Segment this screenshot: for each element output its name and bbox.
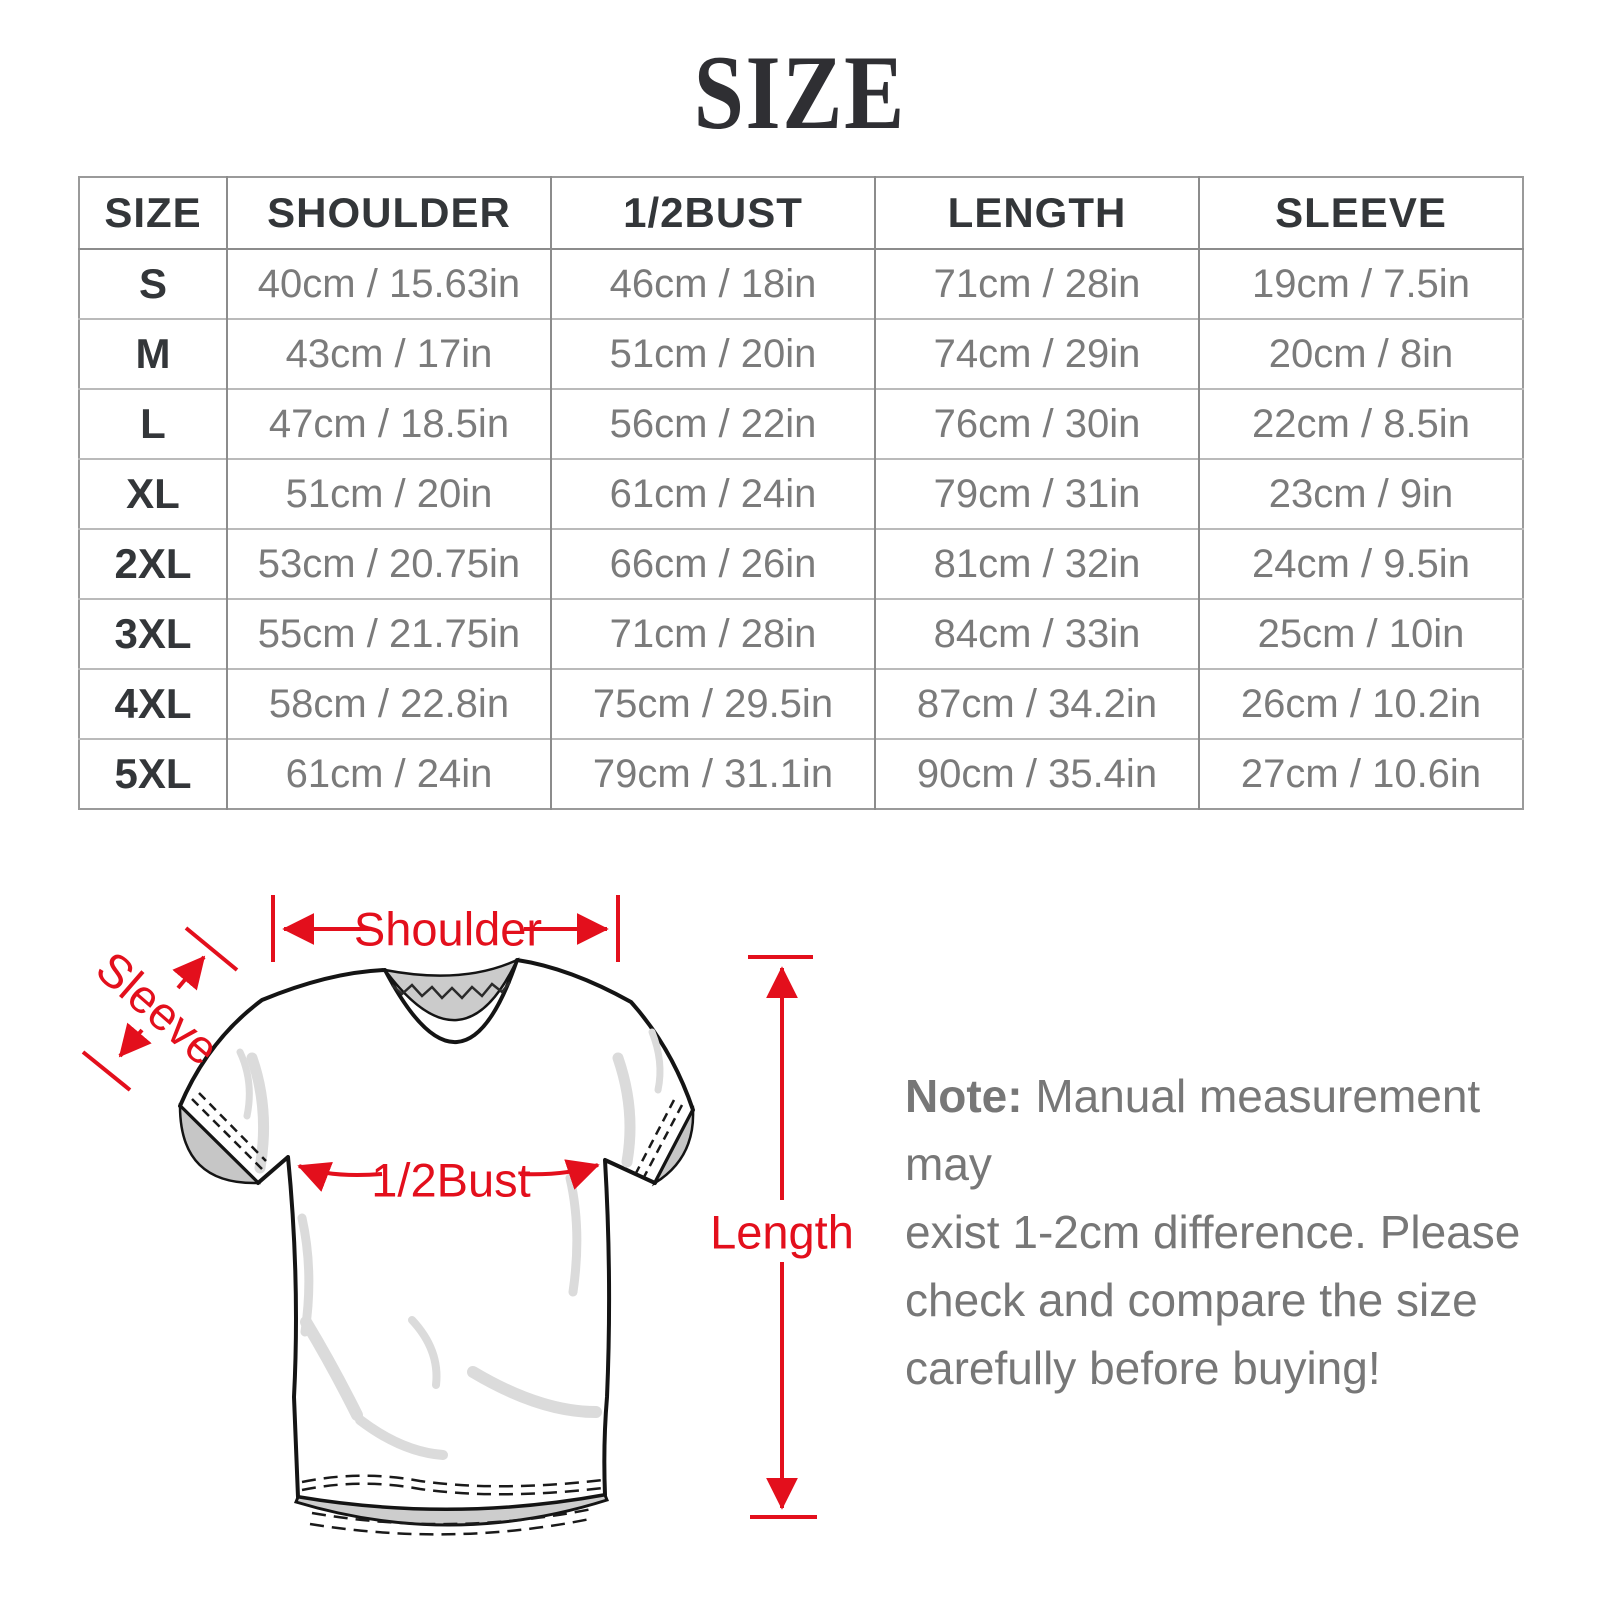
length-label: Length [710, 1206, 854, 1259]
hem-stitching [301, 1474, 604, 1536]
measurement-cell: 26cm / 10.2in [1199, 668, 1523, 739]
bust-label: 1/2Bust [371, 1154, 530, 1207]
shoulder-label: Shoulder [354, 903, 542, 956]
measurement-cell: 76cm / 30in [875, 388, 1200, 459]
measurement-cell: 58cm / 22.8in [227, 668, 552, 739]
table-row: XL 51cm / 20in 61cm / 24in 79cm / 31in 2… [79, 458, 1523, 529]
measurement-cell: 74cm / 29in [875, 318, 1200, 389]
measurement-cell: 23cm / 9in [1199, 458, 1523, 529]
sleeve-arrow-upper [172, 955, 206, 991]
column-header-shoulder: SHOULDER [227, 177, 552, 250]
measurement-cell: 71cm / 28in [551, 598, 876, 669]
dimension-annotations [81, 895, 817, 1519]
size-table: SIZE SHOULDER 1/2BUST LENGTH SLEEVE S 40… [78, 176, 1524, 810]
table-row: S 40cm / 15.63in 46cm / 18in 71cm / 28in… [79, 249, 1523, 319]
sleeve-arrow-lower [118, 1022, 152, 1058]
table-row: 2XL 53cm / 20.75in 66cm / 26in 81cm / 32… [79, 528, 1523, 599]
size-cell: M [79, 318, 228, 389]
note-line: exist 1-2cm difference. Please [905, 1206, 1521, 1258]
size-cell: 3XL [79, 598, 228, 669]
measurement-cell: 56cm / 22in [551, 388, 876, 459]
note-text: Manual measurement may [905, 1070, 1481, 1190]
measurement-cell: 79cm / 31.1in [551, 738, 876, 809]
size-cell: 2XL [79, 528, 228, 599]
measurement-cell: 61cm / 24in [227, 738, 552, 809]
tshirt-body [178, 958, 695, 1512]
measurement-cell: 75cm / 29.5in [551, 668, 876, 739]
fabric-wrinkles [236, 1028, 664, 1460]
column-header-sleeve: SLEEVE [1199, 177, 1523, 250]
measurement-cell: 51cm / 20in [551, 318, 876, 389]
measurement-cell: 84cm / 33in [875, 598, 1200, 669]
left-cuff-inside [178, 1103, 261, 1185]
measurement-cell: 53cm / 20.75in [227, 528, 552, 599]
sleeve-tick-lower [81, 1050, 132, 1092]
left-cuff-stitching [191, 1092, 267, 1171]
measurement-note: Note: Manual measurement may exist 1-2cm… [905, 1062, 1525, 1402]
sleeve-label: Sleeve [86, 941, 229, 1075]
measurement-cell: 61cm / 24in [551, 458, 876, 529]
measurement-cell: 19cm / 7.5in [1252, 261, 1470, 306]
column-header-length: LENGTH [875, 177, 1200, 250]
table-row: 3XL 55cm / 21.75in 71cm / 28in 84cm / 33… [79, 598, 1523, 669]
tshirt-measurement-diagram: Shoulder Sleeve 1/2Bust Length [81, 895, 854, 1536]
measurement-cell: 66cm / 26in [551, 528, 876, 599]
measurement-cell: 90cm / 35.4in [875, 738, 1200, 809]
column-header-size: SIZE [79, 177, 228, 250]
table-row: 5XL 61cm / 24in 79cm / 31.1in 90cm / 35.… [79, 738, 1523, 809]
measurement-cell: 81cm / 32in [875, 528, 1200, 599]
measurement-cell: 51cm / 20in [227, 458, 552, 529]
measurement-cell: 40cm / 15.63in [227, 249, 552, 319]
table-header-row: SIZE SHOULDER 1/2BUST LENGTH SLEEVE [79, 177, 1523, 250]
measurement-cell: 24cm / 9.5in [1199, 528, 1523, 599]
measurement-cell: 22cm / 8.5in [1199, 388, 1523, 459]
measurement-cell: 79cm / 31in [875, 458, 1200, 529]
note-label: Note: [905, 1070, 1023, 1122]
measurement-cell: 46cm / 18in [551, 249, 876, 319]
size-cell: 4XL [79, 668, 228, 739]
measurement-cell: 43cm / 17in [227, 318, 552, 389]
collar-stitching [391, 981, 511, 1000]
measurement-cell: 71cm / 28in [875, 249, 1200, 319]
page-title: SIZE [693, 34, 907, 151]
note-line: carefully before buying! [905, 1342, 1381, 1394]
size-cell: L [79, 388, 228, 459]
right-cuff-inside [651, 1105, 695, 1187]
measurement-cell: 27cm / 10.6in [1199, 738, 1523, 809]
bust-arrow-right [519, 1159, 600, 1190]
tshirt-illustration [178, 957, 695, 1536]
table-row: 4XL 58cm / 22.8in 75cm / 29.5in 87cm / 3… [79, 668, 1523, 739]
note-line: check and compare the size [905, 1274, 1478, 1326]
note-line: Note: Manual measurement may [905, 1062, 1525, 1198]
measurement-cell: 47cm / 18.5in [227, 388, 552, 459]
measurement-cell: 55cm / 21.75in [227, 598, 552, 669]
column-header-bust: 1/2BUST [551, 177, 876, 250]
measurement-cell: 87cm / 34.2in [875, 668, 1200, 739]
table-row: L 47cm / 18.5in 56cm / 22in 76cm / 30in … [79, 388, 1523, 459]
size-cell: 5XL [79, 738, 228, 809]
bust-arrow-left [297, 1161, 383, 1192]
size-cell: S [79, 249, 228, 319]
sleeve-tick-upper [184, 926, 239, 972]
table-row: M 43cm / 17in 51cm / 20in 74cm / 29in 20… [79, 318, 1523, 389]
measurement-cell: 20cm / 8in [1199, 318, 1523, 389]
measurement-cell: 25cm / 10in [1199, 598, 1523, 669]
right-cuff-stitching [634, 1099, 684, 1178]
size-cell: XL [79, 458, 228, 529]
